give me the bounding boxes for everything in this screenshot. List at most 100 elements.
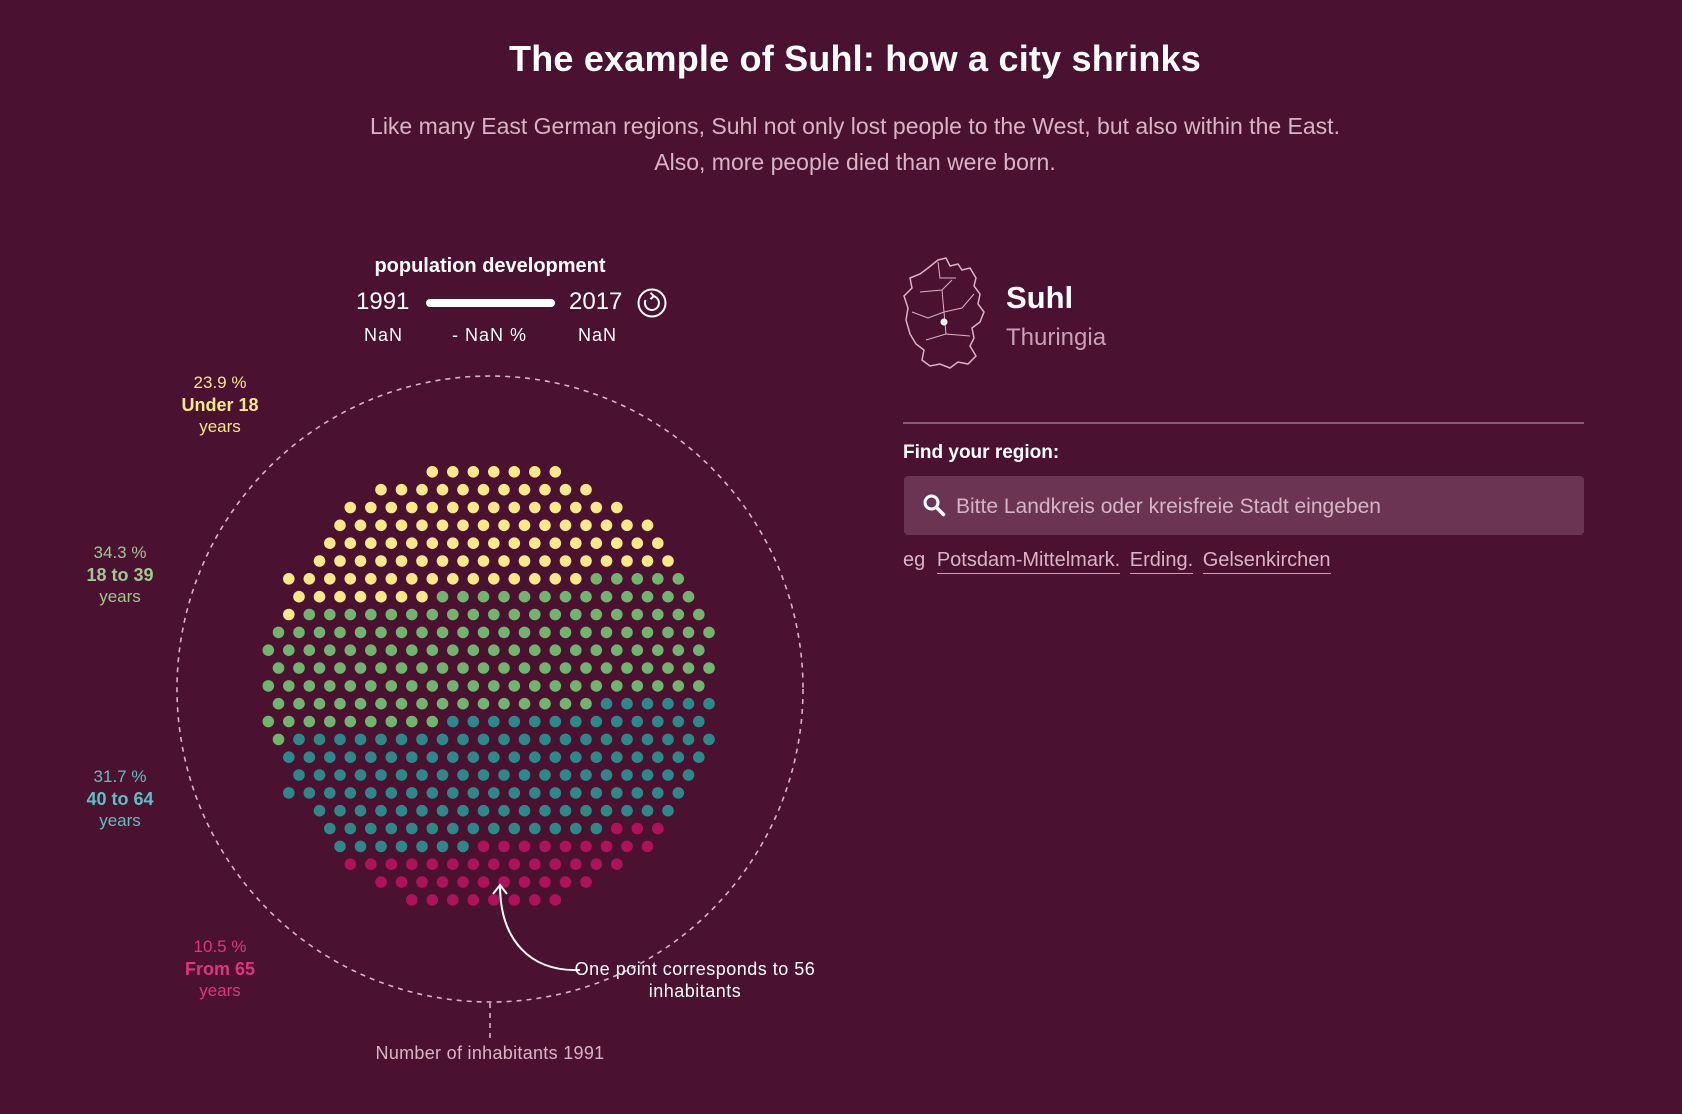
population-dot [508, 501, 521, 514]
population-dot [621, 519, 633, 532]
population-dot [283, 751, 295, 763]
population-dot [385, 787, 398, 799]
group-percent: 10.5 % [193, 937, 247, 956]
population-dot [529, 573, 541, 585]
population-dot [447, 644, 459, 656]
population-dot [508, 822, 521, 835]
population-dot [559, 733, 572, 746]
population-dot [457, 733, 469, 746]
population-dot [631, 715, 644, 728]
population-dot [354, 555, 367, 567]
population-dot [375, 697, 387, 710]
population-dot [570, 680, 582, 692]
population-dot [375, 483, 387, 496]
population-dot [611, 537, 623, 549]
population-dot [611, 751, 623, 763]
population-dot [354, 697, 367, 710]
population-dot [416, 804, 428, 817]
population-dot [365, 751, 377, 763]
change-percent: - NaN % [452, 325, 528, 345]
annotation-arrow [499, 884, 581, 972]
population-dot [303, 787, 316, 799]
population-dot [703, 733, 715, 746]
population-dot [539, 733, 551, 746]
population-dot [590, 715, 603, 728]
example-link-potsdam-mittelmark[interactable]: Potsdam-Mittelmark. [936, 549, 1121, 574]
population-dot [682, 662, 695, 674]
population-dot [313, 555, 326, 567]
population-dot [488, 466, 500, 478]
population-dot [641, 519, 654, 532]
population-dot [559, 804, 572, 817]
population-dot [293, 769, 305, 781]
population-dot [518, 555, 531, 567]
population-dot [539, 483, 551, 496]
population-dot [488, 608, 500, 621]
population-dot [641, 840, 654, 853]
population-dot [559, 590, 572, 603]
population-dot [693, 644, 705, 656]
population-dot [652, 715, 664, 728]
population-dot [559, 876, 572, 888]
population-dot [672, 787, 685, 799]
population-dot [313, 697, 326, 710]
population-dot [682, 769, 695, 781]
population-dot [590, 858, 603, 870]
population-dot [611, 501, 623, 514]
population-dot [641, 804, 654, 817]
population-dot [344, 501, 357, 514]
population-dot [611, 644, 623, 656]
example-link-erding[interactable]: Erding. [1129, 549, 1194, 574]
reset-icon[interactable] [637, 288, 667, 318]
population-dot [498, 804, 510, 817]
population-dot [652, 680, 664, 692]
population-dot [324, 537, 336, 549]
population-dot [600, 519, 613, 532]
population-dot [365, 537, 377, 549]
population-dot [498, 769, 510, 781]
population-dot [549, 715, 562, 728]
population-dot [570, 858, 582, 870]
population-dot [529, 644, 541, 656]
population-dot [590, 787, 603, 799]
population-dot [529, 822, 541, 835]
population-dot [426, 644, 439, 656]
population-dot [447, 894, 459, 906]
population-dot [426, 894, 439, 906]
population-dot [631, 608, 644, 621]
population-dot [498, 519, 510, 532]
population-dot [539, 697, 551, 710]
population-dot [467, 537, 480, 549]
population-dot [600, 804, 613, 817]
population-dot [272, 662, 285, 674]
search-box[interactable] [904, 476, 1584, 537]
germany-map-icon [903, 257, 985, 369]
population-dot [611, 822, 623, 835]
population-dot [467, 715, 480, 728]
population-dot [529, 894, 541, 906]
population-dot [580, 590, 592, 603]
population-dot [621, 662, 633, 674]
year-slider[interactable] [426, 299, 555, 307]
population-dot [611, 858, 623, 870]
population-dot [467, 644, 480, 656]
population-dot [477, 519, 490, 532]
population-dot [508, 573, 521, 585]
population-dot [416, 769, 428, 781]
group-name: 18 to 39 [86, 565, 154, 585]
population-dot [508, 894, 521, 906]
population-dot [682, 697, 695, 710]
population-dot [570, 787, 582, 799]
region-name: Suhl [1006, 280, 1074, 315]
population-dot [457, 769, 469, 781]
population-dot [549, 751, 562, 763]
population-dot [467, 822, 480, 835]
example-link-gelsenkirchen[interactable]: Gelsenkirchen [1202, 549, 1331, 574]
population-dot [652, 822, 664, 835]
population-dot [426, 537, 439, 549]
population-dot [395, 626, 408, 639]
search-input[interactable] [954, 476, 1568, 537]
population-dot [508, 680, 521, 692]
population-dot [693, 751, 705, 763]
